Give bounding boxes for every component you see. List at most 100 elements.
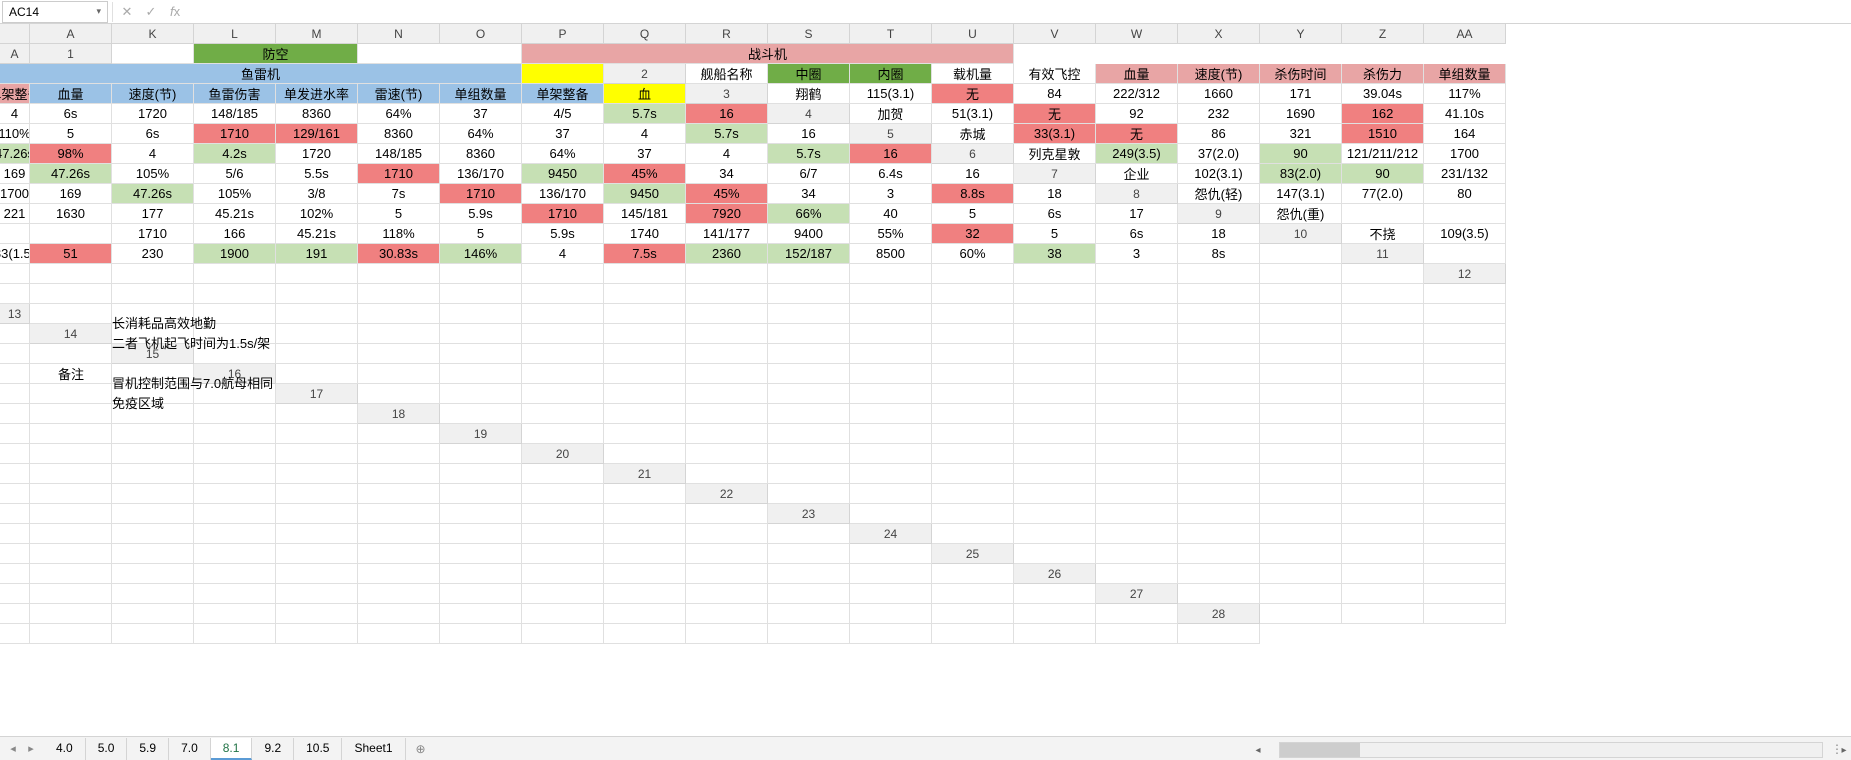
- empty-cell[interactable]: [1424, 244, 1506, 264]
- empty-cell[interactable]: [1342, 544, 1424, 564]
- empty-cell[interactable]: [1014, 424, 1096, 444]
- data-cell[interactable]: 7s: [358, 184, 440, 204]
- sheet-tab[interactable]: 10.5: [294, 738, 342, 760]
- data-cell[interactable]: 1710: [522, 204, 604, 224]
- empty-cell[interactable]: [1260, 424, 1342, 444]
- data-cell[interactable]: 17: [1096, 204, 1178, 224]
- empty-cell[interactable]: [1014, 264, 1096, 284]
- data-cell[interactable]: [1424, 204, 1506, 224]
- empty-cell[interactable]: [1096, 604, 1178, 624]
- empty-cell[interactable]: [1424, 524, 1506, 544]
- empty-cell[interactable]: [1096, 304, 1178, 324]
- empty-cell[interactable]: [1178, 344, 1260, 364]
- data-cell[interactable]: 47.26s: [112, 184, 194, 204]
- empty-cell[interactable]: [0, 524, 30, 544]
- empty-cell[interactable]: [194, 604, 276, 624]
- column-sub-header[interactable]: 中圈: [768, 64, 850, 84]
- empty-cell[interactable]: [30, 604, 112, 624]
- data-cell[interactable]: 90: [1260, 144, 1342, 164]
- empty-cell[interactable]: [1424, 504, 1506, 524]
- empty-cell[interactable]: [850, 284, 932, 304]
- empty-cell[interactable]: [358, 524, 440, 544]
- empty-cell[interactable]: [1424, 464, 1506, 484]
- add-sheet-button[interactable]: ⊕: [406, 742, 436, 756]
- column-header[interactable]: P: [522, 24, 604, 44]
- column-sub-header[interactable]: 舰船名称: [686, 64, 768, 84]
- data-cell[interactable]: 45.21s: [194, 204, 276, 224]
- data-cell[interactable]: [0, 224, 30, 244]
- data-cell[interactable]: 1740: [604, 224, 686, 244]
- data-cell[interactable]: 39.04s: [1342, 84, 1424, 104]
- empty-cell[interactable]: [932, 324, 1014, 344]
- empty-cell[interactable]: [112, 504, 194, 524]
- empty-cell[interactable]: [1424, 404, 1506, 424]
- data-cell[interactable]: 无: [1014, 104, 1096, 124]
- empty-cell[interactable]: [686, 624, 768, 644]
- empty-cell[interactable]: [30, 504, 112, 524]
- data-cell[interactable]: 5.7s: [686, 124, 768, 144]
- column-header[interactable]: L: [194, 24, 276, 44]
- empty-cell[interactable]: [1178, 404, 1260, 424]
- data-cell[interactable]: 191: [276, 244, 358, 264]
- data-cell[interactable]: 1710: [358, 164, 440, 184]
- empty-cell[interactable]: [440, 544, 522, 564]
- empty-cell[interactable]: [1096, 324, 1178, 344]
- data-cell[interactable]: 117%: [1424, 84, 1506, 104]
- empty-cell[interactable]: [522, 304, 604, 324]
- empty-cell[interactable]: [1014, 344, 1096, 364]
- group-header-cell[interactable]: 鱼雷机: [0, 64, 522, 84]
- column-sub-header[interactable]: 单发进水率: [276, 84, 358, 104]
- cancel-icon[interactable]: ✕: [115, 2, 139, 22]
- empty-cell[interactable]: [1096, 444, 1178, 464]
- data-cell[interactable]: 40: [850, 204, 932, 224]
- data-cell[interactable]: [30, 224, 112, 244]
- column-header[interactable]: Z: [1342, 24, 1424, 44]
- data-cell[interactable]: [1260, 244, 1342, 264]
- empty-cell[interactable]: [932, 504, 1014, 524]
- empty-cell[interactable]: [522, 524, 604, 544]
- data-cell[interactable]: 4: [604, 124, 686, 144]
- row-header[interactable]: 18: [358, 404, 440, 424]
- data-cell[interactable]: 136/170: [522, 184, 604, 204]
- group-header-cell[interactable]: [112, 44, 194, 64]
- empty-cell[interactable]: [30, 624, 112, 644]
- empty-cell[interactable]: [112, 264, 194, 284]
- data-cell[interactable]: 152/187: [768, 244, 850, 264]
- data-cell[interactable]: 8360: [440, 144, 522, 164]
- row-header[interactable]: 20: [522, 444, 604, 464]
- fx-icon[interactable]: fx: [163, 2, 187, 22]
- data-cell[interactable]: 164: [1424, 124, 1506, 144]
- empty-cell[interactable]: [604, 324, 686, 344]
- data-cell[interactable]: 83(2.0): [1260, 164, 1342, 184]
- empty-cell[interactable]: [604, 544, 686, 564]
- data-cell[interactable]: 162: [1342, 104, 1424, 124]
- data-cell[interactable]: 7.5s: [604, 244, 686, 264]
- empty-cell[interactable]: [30, 444, 112, 464]
- column-header[interactable]: X: [1178, 24, 1260, 44]
- empty-cell[interactable]: [686, 324, 768, 344]
- empty-cell[interactable]: [0, 384, 30, 404]
- row-header[interactable]: 19: [440, 424, 522, 444]
- data-cell[interactable]: 6s: [1096, 224, 1178, 244]
- empty-cell[interactable]: [1342, 564, 1424, 584]
- empty-cell[interactable]: [1260, 464, 1342, 484]
- data-cell[interactable]: 45.21s: [276, 224, 358, 244]
- empty-cell[interactable]: [1014, 604, 1096, 624]
- data-cell[interactable]: 1660: [1178, 84, 1260, 104]
- empty-cell[interactable]: [850, 624, 932, 644]
- empty-cell[interactable]: [604, 264, 686, 284]
- column-header[interactable]: V: [1014, 24, 1096, 44]
- empty-cell[interactable]: [1014, 524, 1096, 544]
- column-header[interactable]: T: [850, 24, 932, 44]
- empty-cell[interactable]: [932, 404, 1014, 424]
- empty-cell[interactable]: [522, 384, 604, 404]
- empty-cell[interactable]: [358, 344, 440, 364]
- data-cell[interactable]: 64%: [358, 104, 440, 124]
- data-cell[interactable]: 6.4s: [850, 164, 932, 184]
- data-cell[interactable]: 企业: [1096, 164, 1178, 184]
- empty-cell[interactable]: [1260, 264, 1342, 284]
- group-header-cell[interactable]: [522, 64, 604, 84]
- empty-cell[interactable]: [1178, 424, 1260, 444]
- empty-cell[interactable]: [440, 324, 522, 344]
- data-cell[interactable]: 171: [1260, 84, 1342, 104]
